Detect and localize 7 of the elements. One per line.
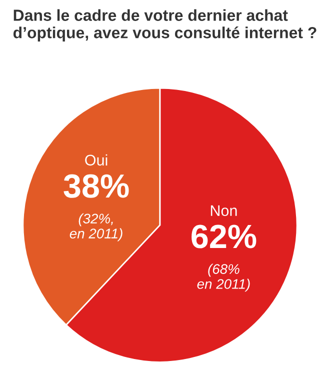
data-label: 62% — [192, 224, 256, 248]
text: (32%, en 2011) — [70, 213, 122, 242]
data-label: 38% — [64, 174, 129, 198]
slice-label: Oui — [85, 154, 108, 166]
chart-title: Dans le cadre de votre dernier achat d’optique, avez vous consulté internet ? — [13, 9, 316, 42]
text: (68% en 2011) — [197, 264, 250, 292]
slice-label: Non — [210, 205, 237, 216]
